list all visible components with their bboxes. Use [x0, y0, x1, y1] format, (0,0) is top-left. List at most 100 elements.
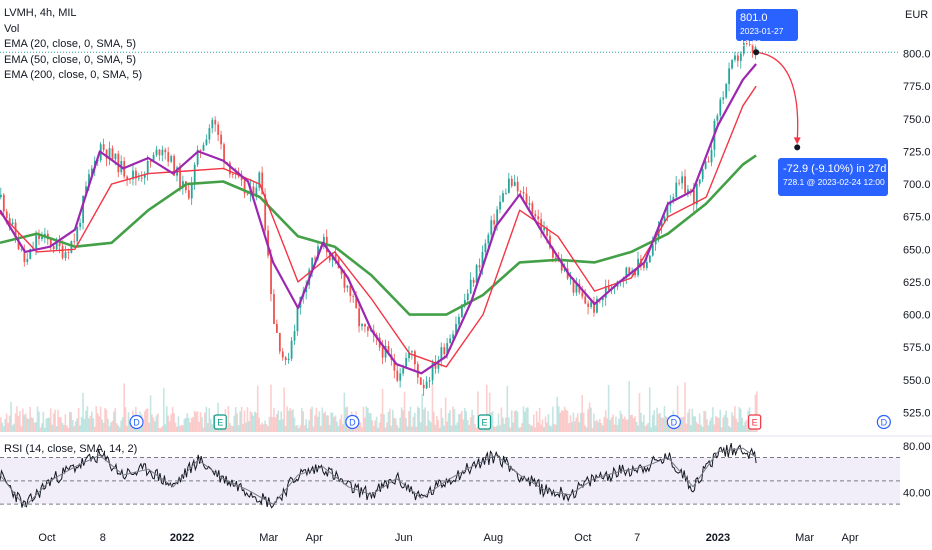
volume-bar: [23, 414, 26, 432]
volume-bar: [434, 424, 437, 432]
dividend-event-marker[interactable]: D: [666, 414, 681, 430]
candle-body: [590, 301, 593, 307]
volume-bar: [656, 407, 658, 432]
dividend-event-marker[interactable]: D: [876, 414, 891, 430]
volume-bar: [621, 413, 623, 432]
candle-body: [587, 303, 590, 307]
volume-bar: [146, 408, 149, 432]
volume-bar: [513, 410, 516, 432]
volume-bar: [193, 410, 196, 432]
volume-bar: [82, 392, 84, 432]
candle-body: [82, 195, 85, 223]
volume-bar: [306, 427, 309, 432]
candle-body: [666, 205, 669, 217]
candle-body: [411, 351, 413, 353]
earnings-event-marker[interactable]: E: [213, 414, 227, 430]
volume-bar: [302, 411, 305, 432]
candle-body: [419, 377, 422, 385]
volume-bar: [524, 411, 526, 432]
legend-ema200[interactable]: EMA (200, close, 0, SMA, 5): [4, 69, 143, 81]
volume-bar: [676, 385, 679, 432]
candle-body: [719, 99, 722, 116]
candle-body: [449, 338, 452, 344]
volume-bar: [654, 425, 657, 432]
volume-bar: [51, 424, 53, 432]
volume-bar: [738, 407, 741, 432]
legend-vol[interactable]: Vol: [4, 22, 20, 35]
candle-body: [358, 308, 361, 327]
volume-bar: [446, 421, 448, 432]
volume-bar: [626, 419, 629, 432]
volume-bar: [610, 417, 613, 432]
volume-bar: [177, 416, 180, 432]
volume-bar: [52, 413, 55, 432]
candle-body: [49, 239, 52, 247]
volume-bar: [543, 427, 545, 432]
candle-body: [143, 174, 146, 178]
x-tick-label: 2023: [706, 532, 730, 544]
volume-bar: [547, 413, 550, 432]
volume-bar: [151, 414, 153, 432]
volume-bar: [497, 413, 500, 432]
volume-bar: [195, 411, 197, 432]
candle-body: [607, 286, 610, 290]
volume-bar: [102, 422, 105, 432]
volume-bar: [505, 417, 507, 432]
dividend-event-marker[interactable]: D: [129, 414, 144, 430]
volume-bar: [535, 411, 538, 432]
volume-bar: [333, 416, 335, 432]
volume-bar: [466, 419, 469, 432]
volume-bar: [663, 406, 666, 432]
candle-body: [408, 352, 410, 359]
volume-bar: [399, 417, 401, 432]
volume-bar: [741, 417, 744, 432]
rsi-legend[interactable]: RSI (14, close, SMA, 14, 2): [4, 443, 138, 455]
volume-bar: [710, 417, 713, 432]
legend-ema20[interactable]: EMA (20, close, 0, SMA, 5): [4, 38, 137, 50]
volume-bar: [311, 406, 313, 432]
volume-bar: [731, 412, 733, 432]
volume-bar: [575, 417, 578, 432]
volume-bar: [463, 408, 466, 432]
candle-body: [507, 178, 510, 193]
volume-bar: [273, 407, 275, 432]
candle-body: [17, 238, 20, 250]
volume-bar: [286, 406, 288, 432]
volume-bar: [541, 419, 544, 432]
candle-body: [396, 370, 399, 381]
volume-bar: [27, 418, 30, 432]
volume-bar: [160, 427, 162, 432]
candle-body: [108, 148, 111, 159]
measure-end-dot: [794, 144, 801, 151]
earnings-event-marker[interactable]: E: [477, 414, 492, 430]
symbol-title[interactable]: LVMH, 4h, MIL: [4, 7, 77, 19]
candle-body: [537, 216, 540, 220]
volume-bar: [33, 422, 36, 432]
candle-body: [552, 247, 554, 258]
volume-bar: [196, 411, 199, 432]
volume-bar: [728, 426, 730, 432]
volume-bar: [320, 425, 322, 432]
candle-body: [349, 285, 352, 296]
volume-bar: [259, 424, 262, 432]
volume-bar: [732, 415, 735, 432]
candle-body: [41, 236, 43, 239]
earnings-event-marker[interactable]: E: [748, 414, 762, 430]
y-tick-label: 575.0: [903, 342, 931, 354]
volume-bar: [716, 417, 719, 432]
candle-body: [205, 139, 208, 145]
dividend-event-marker[interactable]: D: [345, 414, 360, 430]
volume-bar: [343, 392, 346, 432]
candle-body: [734, 55, 736, 60]
legend-ema50[interactable]: EMA (50, close, 0, SMA, 5): [4, 53, 137, 66]
volume-bar: [277, 410, 280, 432]
volume-bar: [281, 419, 284, 432]
volume-bar: [537, 422, 539, 432]
event-glyph: E: [481, 418, 487, 428]
volume-bar: [152, 417, 155, 432]
volume-bar: [60, 417, 62, 432]
volume-bar: [369, 413, 372, 432]
volume-bar: [243, 410, 246, 432]
volume-bar: [0, 417, 2, 432]
